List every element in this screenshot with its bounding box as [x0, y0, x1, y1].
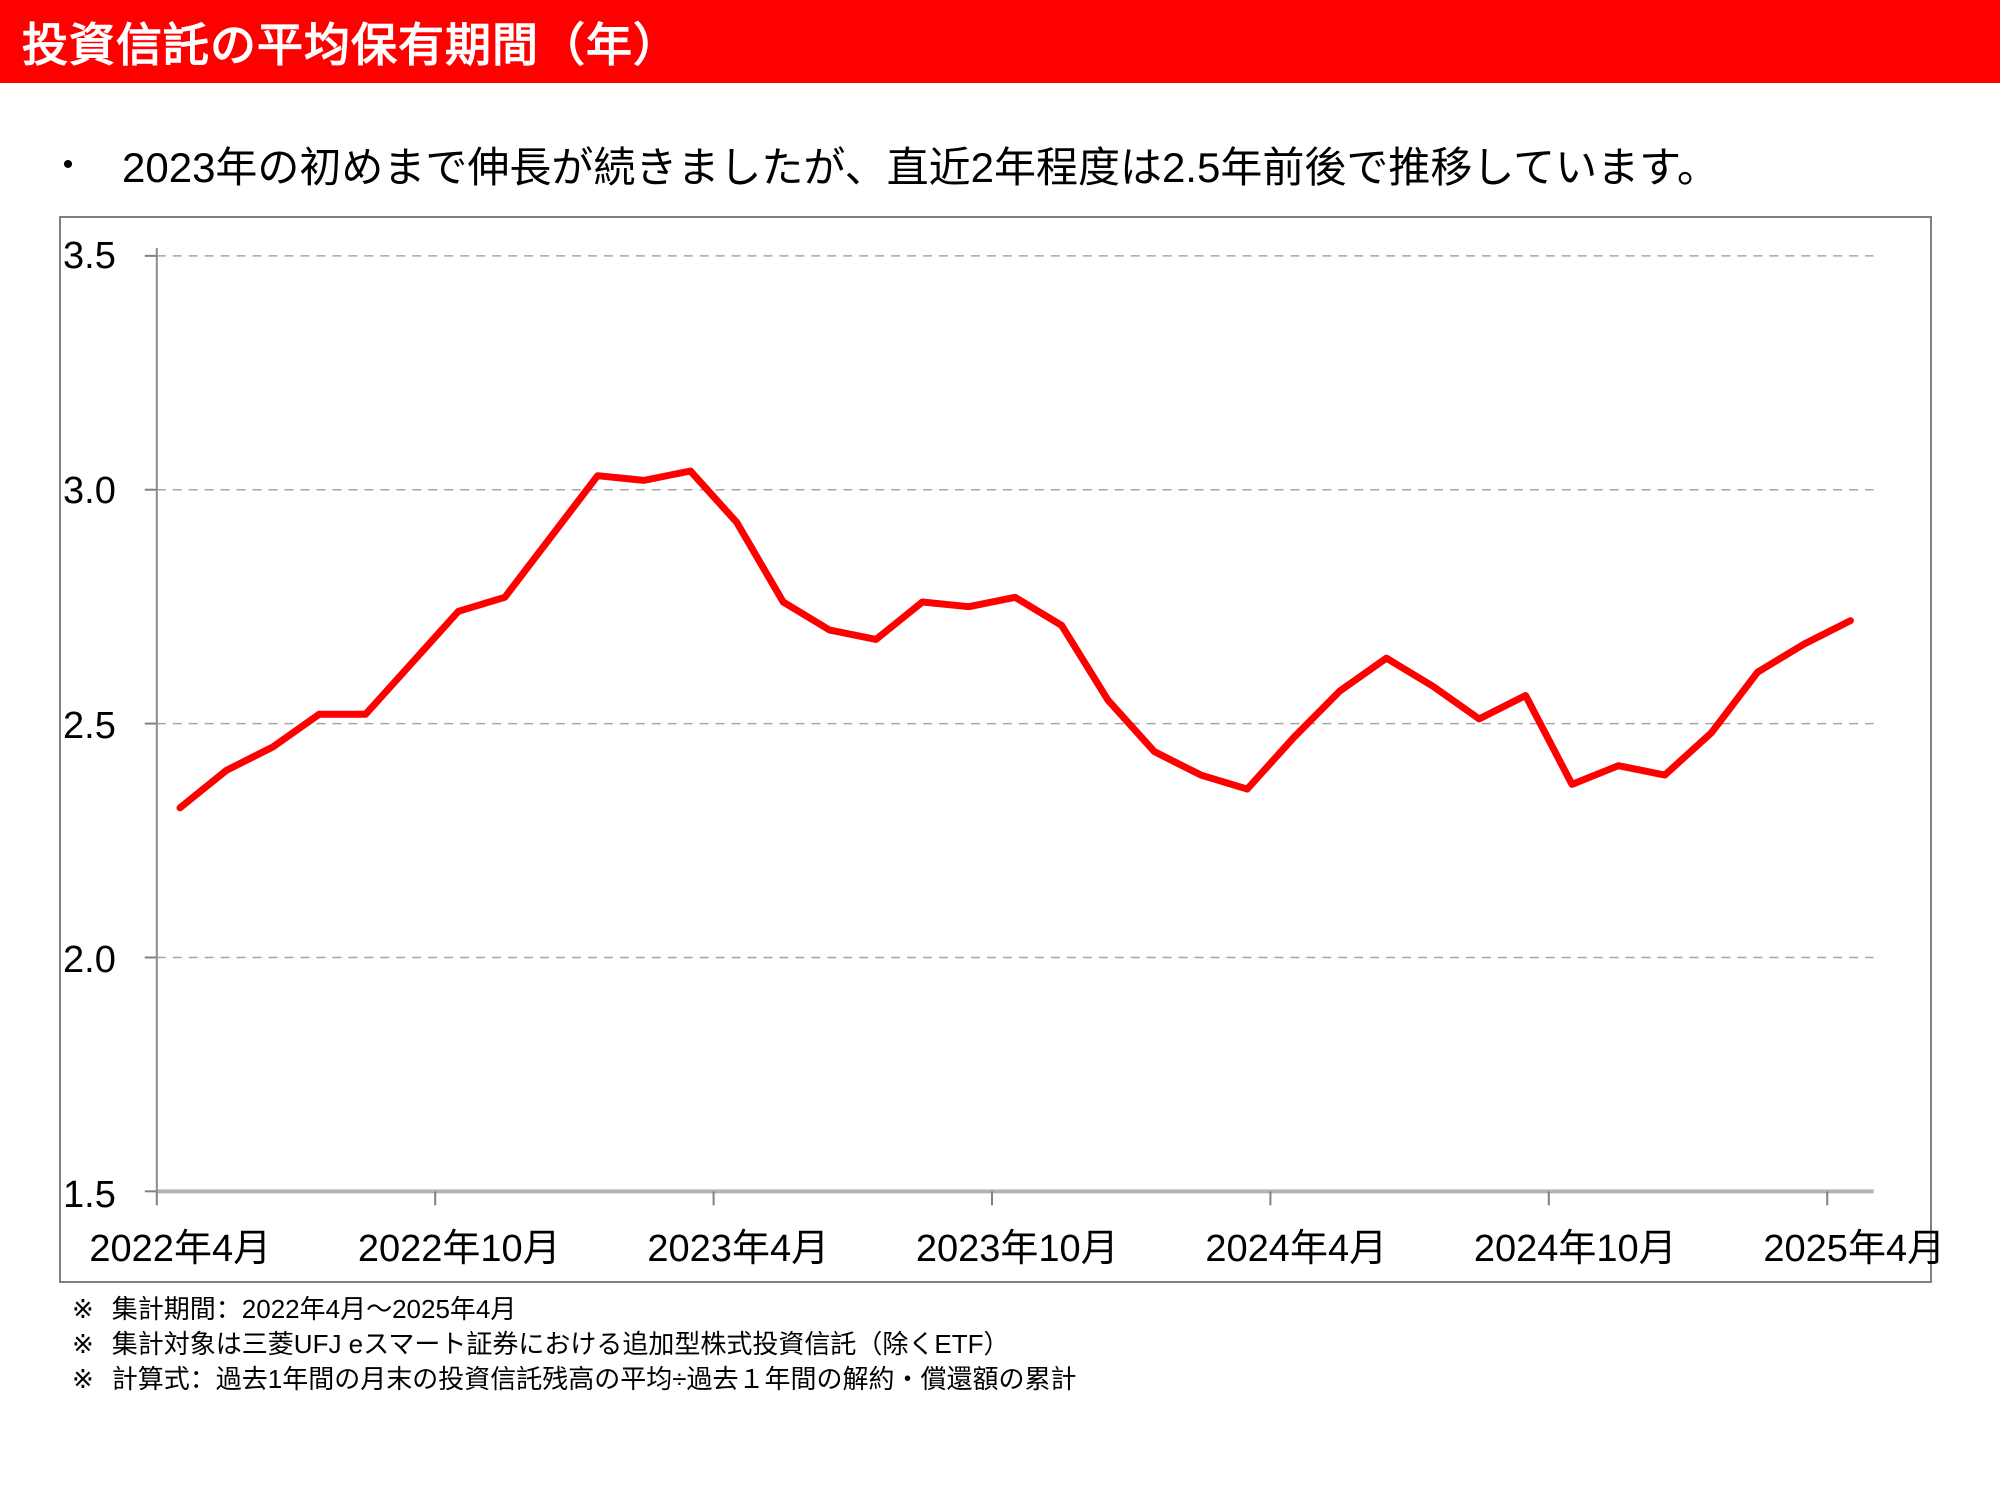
y-axis-tick-label: 2.0 — [63, 939, 116, 982]
x-axis-tick-label: 2022年4月 — [89, 1228, 272, 1270]
footnote-line: ※ 計算式：過去1年間の月末の投資信託残高の平均÷過去１年間の解約・償還額の累計 — [72, 1362, 1077, 1397]
summary-bullet-row: • 2023年の初めまで伸長が続きましたが、直近2年程度は2.5年前後で推移して… — [58, 134, 1719, 195]
y-axis-tick-label: 3.0 — [63, 469, 116, 512]
footnote-text: 計算式：過去1年間の月末の投資信託残高の平均÷過去１年間の解約・償還額の累計 — [111, 1364, 1077, 1394]
line-chart — [144, 247, 1874, 1206]
footnote-line: ※ 集計期間：2022年4月～2025年4月 — [72, 1292, 1077, 1327]
footnotes: ※ 集計期間：2022年4月～2025年4月 ※ 集計対象は三菱UFJ eスマー… — [72, 1292, 1077, 1397]
x-axis-tick-label: 2024年4月 — [1205, 1228, 1388, 1270]
y-axis-tick-label: 3.5 — [63, 235, 116, 277]
reference-mark-icon: ※ — [72, 1294, 94, 1324]
summary-text: 2023年の初めまで伸長が続きましたが、直近2年程度は2.5年前後で推移していま… — [122, 144, 1719, 191]
y-axis-tick-label: 1.5 — [63, 1174, 116, 1216]
x-axis-tick-label: 2025年4月 — [1763, 1228, 1946, 1270]
chart-frame: 3.5 3.0 2.5 2.0 1.5 2022年4月 2022年10月 2023年4月 20… — [59, 216, 1945, 1283]
x-axis-tick-label: 2024年10月 — [1473, 1228, 1677, 1270]
reference-mark-icon: ※ — [72, 1329, 94, 1359]
footnote-text: 集計対象は三菱UFJ eスマート証券における追加型株式投資信託（除くETF） — [111, 1329, 1010, 1359]
y-axis-tick-label: 2.5 — [63, 704, 116, 747]
bullet-icon: • — [62, 147, 74, 181]
x-axis-tick-label: 2023年4月 — [647, 1228, 830, 1270]
footnote-line: ※ 集計対象は三菱UFJ eスマート証券における追加型株式投資信託（除くETF） — [72, 1327, 1077, 1362]
x-axis-tick-label: 2023年10月 — [915, 1228, 1119, 1270]
footnote-text: 集計期間：2022年4月～2025年4月 — [111, 1294, 517, 1324]
reference-mark-icon: ※ — [72, 1364, 94, 1394]
x-axis-tick-label: 2022年10月 — [357, 1228, 561, 1270]
page-title: 投資信託の平均保有期間（年） — [22, 18, 680, 71]
title-bar: 投資信託の平均保有期間（年） — [0, 0, 2000, 83]
